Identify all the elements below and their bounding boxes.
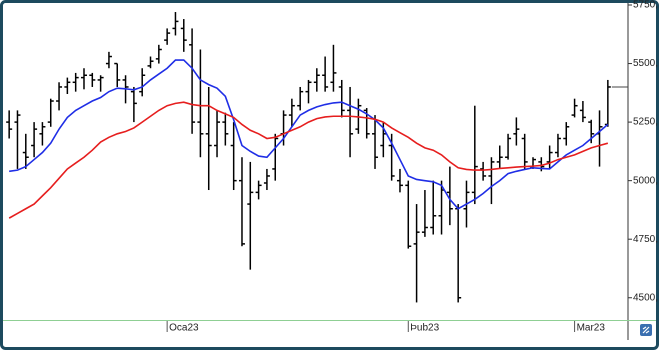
y-tick-label: 5750, <box>633 0 658 11</box>
y-tick-label: 4500, <box>633 292 658 303</box>
moving-average-line <box>8 101 609 219</box>
y-tick-label: 5500, <box>633 58 658 69</box>
x-tick-label: Þub23 <box>410 323 439 334</box>
y-tick-label: 5250, <box>633 117 658 128</box>
x-tick-label: Mar23 <box>577 323 606 334</box>
moving-average-line <box>9 59 609 210</box>
scale-icon-glyph <box>642 326 650 334</box>
plot-area: 4500, 4750, 5000, 5250, 5500, 5750, Oca23 Þub23… <box>6 0 658 334</box>
x-tick-label: Oca23 <box>169 323 199 334</box>
y-tick-label: 5000, <box>633 175 658 186</box>
y-tick-label: 4750, <box>633 234 658 245</box>
